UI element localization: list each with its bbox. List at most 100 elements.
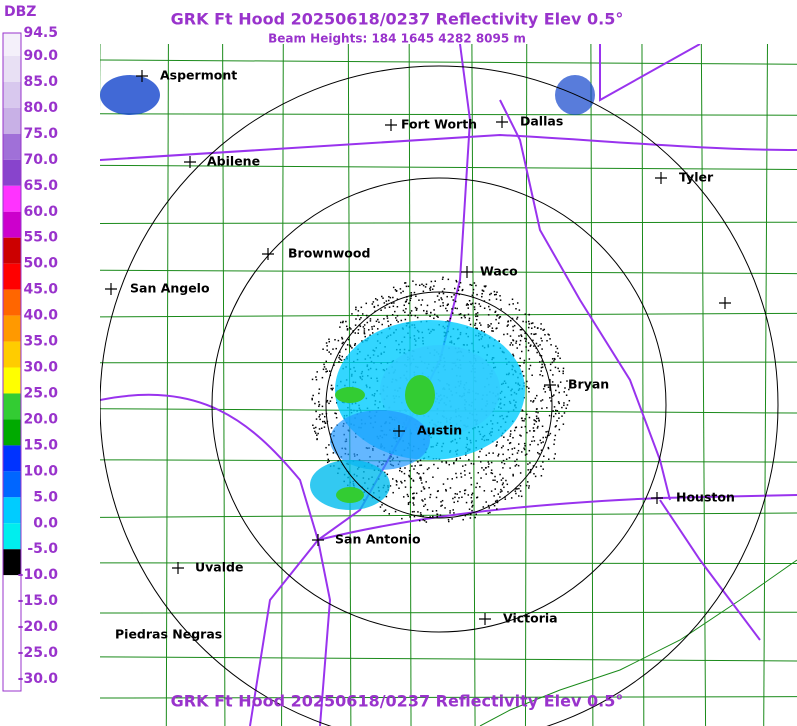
echo-dot xyxy=(555,351,557,353)
echo-dot xyxy=(328,460,330,462)
echo-dot xyxy=(539,373,541,376)
echo-dot xyxy=(431,510,434,512)
echo-dot xyxy=(454,300,457,303)
echo-dot xyxy=(413,468,415,470)
echo-dot xyxy=(518,309,521,311)
echo-dot xyxy=(363,332,366,334)
echo-dot xyxy=(420,304,423,306)
echo-dot xyxy=(512,303,514,305)
echo-dot xyxy=(537,411,539,414)
echo-dot xyxy=(339,351,341,353)
echo-dot xyxy=(511,453,514,456)
echo-dot xyxy=(521,409,523,411)
echo-dot xyxy=(518,343,521,346)
city-label: Austin xyxy=(417,423,462,438)
echo-dot xyxy=(509,335,512,337)
echo-dot xyxy=(339,358,341,360)
echo-dot xyxy=(488,299,491,301)
echo-dot xyxy=(446,295,448,298)
county-line xyxy=(763,44,768,726)
echo-dot xyxy=(408,475,411,478)
echo-dot xyxy=(485,501,487,503)
echo-dot xyxy=(546,339,548,342)
echo-dot xyxy=(496,508,498,510)
echo-dot xyxy=(493,504,496,507)
echo-dot xyxy=(507,324,509,326)
echo-dot xyxy=(553,439,556,441)
echo-dot xyxy=(517,443,520,445)
echo-dot xyxy=(395,479,398,482)
echo-dot xyxy=(405,285,408,288)
echo-dot xyxy=(383,510,385,512)
scale-label: 0.0 xyxy=(33,515,58,531)
echo-dot xyxy=(428,486,430,489)
echo-dot xyxy=(394,288,397,291)
echo-dot xyxy=(476,315,479,317)
scale-band xyxy=(3,471,21,498)
echo-dot xyxy=(468,299,471,302)
county-line xyxy=(100,459,797,463)
echo-dot xyxy=(475,284,477,287)
echo-dot xyxy=(524,337,526,340)
echo-dot xyxy=(447,518,450,521)
echo-dot xyxy=(429,516,431,518)
echo-dot xyxy=(530,344,532,346)
echo-dot xyxy=(530,322,533,325)
echo-dot xyxy=(508,303,511,306)
echo-dot xyxy=(377,304,379,307)
echo-dot xyxy=(527,320,530,323)
echo-dot xyxy=(326,349,328,351)
echo-dot xyxy=(523,359,526,362)
color-scale: DBZ 94.5 90.0 85.0 80.0 75.0 70.0 65.0 60.0 55.0… xyxy=(2,4,58,692)
echo-dot xyxy=(542,436,544,439)
echo-dot xyxy=(435,496,438,499)
echo-dot xyxy=(337,339,340,342)
county-line xyxy=(281,44,284,726)
echo-dot xyxy=(330,353,332,355)
echo-dot xyxy=(414,465,416,467)
echo-dot xyxy=(438,299,440,301)
echo-dot xyxy=(436,295,439,297)
echo-dot xyxy=(562,370,564,372)
echo-dot xyxy=(531,440,533,443)
echo-dot xyxy=(515,342,517,344)
city-label: Victoria xyxy=(503,611,558,626)
echo-dot xyxy=(535,466,538,468)
echo-dot xyxy=(558,370,561,373)
echo-dot xyxy=(421,482,423,484)
echo-dot xyxy=(482,506,485,508)
echo-dot xyxy=(373,306,376,308)
echo-dot xyxy=(500,488,502,491)
echo-dot xyxy=(325,360,328,363)
echo-dot xyxy=(420,479,422,481)
echo-dot xyxy=(558,412,560,414)
echo-dot xyxy=(410,486,412,489)
echo-dot xyxy=(334,338,336,341)
echo-dot xyxy=(543,385,546,388)
echo-dot xyxy=(533,345,535,347)
echo-dot xyxy=(481,467,483,469)
echo-dot xyxy=(358,318,361,321)
echo-dot xyxy=(423,309,425,312)
echo-dot xyxy=(382,297,384,299)
echo-dot xyxy=(457,289,460,292)
echo-dot xyxy=(551,395,554,397)
echo-dot xyxy=(445,462,448,464)
echo-dot xyxy=(512,473,514,476)
echo-dot xyxy=(547,333,549,336)
echo-dot xyxy=(499,316,501,318)
echo-dot xyxy=(525,346,527,348)
echo-dot xyxy=(440,505,442,507)
echo-dot xyxy=(492,479,494,481)
echo-dot xyxy=(419,476,422,478)
echo-dot xyxy=(488,463,490,465)
echo-dot xyxy=(487,466,490,468)
scale-band xyxy=(3,367,21,394)
echo-dot xyxy=(528,323,531,325)
echo-dot xyxy=(507,449,509,451)
echo-dot xyxy=(337,460,339,462)
echo-dot xyxy=(542,461,544,463)
echo-dot xyxy=(561,415,563,417)
echo-dot xyxy=(513,324,516,327)
